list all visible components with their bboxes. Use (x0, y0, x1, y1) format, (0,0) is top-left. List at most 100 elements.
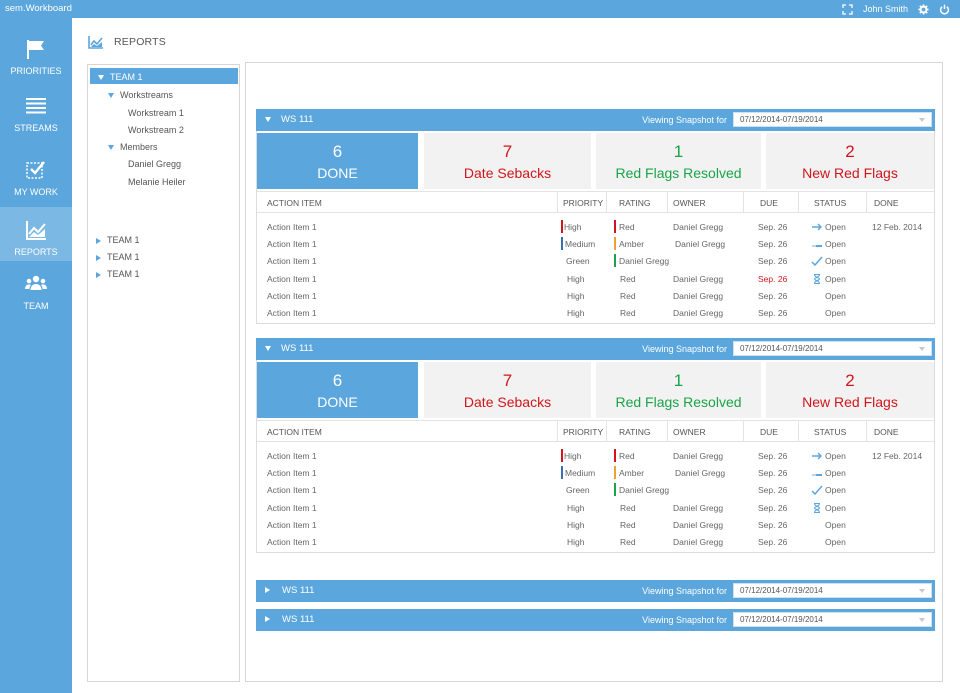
workstream-header[interactable]: WS 111 Viewing Snapshot for 07/12/2014-07/… (256, 580, 935, 602)
table-row[interactable]: Action Item 1 High Red Daniel Gregg Sep. 26 O… (257, 516, 934, 533)
workstream-name: WS 111 (282, 585, 315, 596)
rating-cell: Red (620, 502, 636, 513)
col-status[interactable]: STATUS (814, 198, 847, 208)
col-status[interactable]: STATUS (814, 427, 847, 437)
table-row[interactable]: Action Item 1 High Red Daniel Gregg Sep. 26 O… (257, 287, 934, 304)
table-row[interactable]: Action Item 1 Green Daniel Gregg Sep. 26 Ope… (257, 481, 934, 498)
status-cell: Open (825, 256, 846, 267)
priority-cell: Medium (565, 468, 596, 479)
rating-indicator (614, 254, 616, 268)
people-icon (25, 275, 47, 290)
due-cell: Sep. 26 (758, 485, 788, 496)
col-rating[interactable]: RATING (619, 427, 651, 437)
nav-priorities[interactable]: PRIORITIES (0, 26, 72, 80)
snapshot-select[interactable]: 07/12/2014-07/19/2014 (733, 341, 932, 356)
col-action-item[interactable]: ACTION ITEM (267, 198, 322, 208)
col-due[interactable]: DUE (760, 198, 778, 208)
status-cell: Open (825, 273, 846, 284)
page-header: REPORTS (88, 33, 166, 51)
stat-red-flags-resolved[interactable]: 1 Red Flags Resolved (596, 362, 761, 418)
nav-my-work[interactable]: MY WORK (0, 147, 72, 201)
stat-done[interactable]: 6 DONE (257, 133, 418, 189)
status-cell: Open (825, 537, 846, 547)
table-row[interactable]: Action Item 1 Green Daniel Gregg Sep. 26 Ope… (257, 252, 934, 269)
col-priority[interactable]: PRIORITY (563, 198, 604, 208)
table-header: ACTION ITEM PRIORITY RATING OWNER DUE STATUS D… (257, 420, 934, 442)
owner-cell: Daniel Gregg (675, 239, 726, 250)
chevron-down-icon (919, 118, 925, 122)
table-row[interactable]: Action Item 1 Medium Amber Daniel Gregg Sep.… (257, 464, 934, 481)
gear-icon[interactable] (918, 3, 929, 15)
status-cell: Open (825, 451, 846, 461)
action-item-cell: Action Item 1 (267, 308, 317, 318)
tree-item-workstreams[interactable]: Workstreams (108, 90, 173, 100)
col-due[interactable]: DUE (760, 427, 778, 437)
snapshot-label: Viewing Snapshot for (642, 115, 727, 125)
workstream-name: WS 111 (281, 343, 314, 354)
nav-reports[interactable]: REPORTS (0, 207, 72, 261)
col-priority[interactable]: PRIORITY (563, 427, 604, 437)
workstream-header[interactable]: WS 111 Viewing Snapshot for 07/12/2014-07/… (256, 609, 935, 631)
table-row[interactable]: Action Item 1 High Red Daniel Gregg Sep. 26 O… (257, 447, 934, 464)
col-done[interactable]: DONE (874, 427, 899, 437)
user-name[interactable]: John Smith (862, 4, 908, 14)
check-icon (811, 485, 823, 496)
status-cell: Open (825, 290, 846, 301)
tree-item-team[interactable]: TEAM 1 (96, 235, 140, 245)
column-divider (606, 421, 607, 442)
collapse-icon (96, 254, 101, 261)
status-cell: Open (825, 485, 846, 496)
tree-item-team-selected[interactable]: TEAM 1 (90, 68, 238, 84)
expand-icon (265, 116, 271, 122)
table-row[interactable]: Action Item 1 High Red Daniel Gregg Sep. 26 O… (257, 218, 934, 235)
workstream-body: 6 DONE 7 Date Sebacks 1 Red Flags Resolved 2 Ne… (256, 360, 935, 553)
col-owner[interactable]: OWNER (673, 427, 706, 437)
workstream-header[interactable]: WS 111 Viewing Snapshot for 07/12/2014-07/… (256, 338, 935, 360)
column-divider (667, 192, 668, 213)
col-action-item[interactable]: ACTION ITEM (267, 427, 322, 437)
workstream-title: WS 111 (265, 614, 314, 625)
tree-item-team[interactable]: TEAM 1 (96, 269, 140, 279)
stat-done[interactable]: 6 DONE (257, 362, 418, 418)
table-row[interactable]: Action Item 1 High Red Daniel Gregg Sep. 26 O… (257, 499, 934, 516)
snapshot-select[interactable]: 07/12/2014-07/19/2014 (733, 612, 932, 627)
snapshot-select[interactable]: 07/12/2014-07/19/2014 (733, 112, 932, 127)
status-cell: Open (825, 502, 846, 513)
tree-item-members[interactable]: Members (108, 142, 158, 152)
flag-icon (27, 40, 44, 59)
nav-team[interactable]: TEAM (0, 261, 72, 315)
stat-red-flags-resolved[interactable]: 1 Red Flags Resolved (596, 133, 761, 189)
col-done[interactable]: DONE (874, 198, 899, 208)
tree-item-team[interactable]: TEAM 1 (96, 252, 140, 262)
table-row[interactable]: Action Item 1 High Red Daniel Gregg Sep. 26 O… (257, 304, 934, 321)
fullscreen-icon[interactable] (842, 3, 853, 15)
left-nav: PRIORITIES STREAMS MY WORK REPORTS TE (0, 18, 72, 693)
priority-cell: Green (566, 485, 590, 496)
col-owner[interactable]: OWNER (673, 198, 706, 208)
table-row[interactable]: Action Item 1 High Red Daniel Gregg Sep. 26 O… (257, 270, 934, 287)
stat-label: Red Flags Resolved (615, 394, 742, 410)
nav-streams[interactable]: STREAMS (0, 83, 72, 137)
table-row[interactable]: Action Item 1 High Red Daniel Gregg Sep. 26 O… (257, 533, 934, 550)
due-cell: Sep. 26 (758, 222, 788, 232)
action-item-cell: Action Item 1 (267, 519, 317, 530)
tree-item-workstream[interactable]: Workstream 2 (128, 125, 184, 135)
column-divider (866, 421, 867, 442)
stat-date-setbacks[interactable]: 7 Date Sebacks (424, 362, 591, 418)
tree-item-member[interactable]: Melanie Heiler (128, 177, 186, 187)
owner-cell: Daniel Gregg (673, 273, 724, 284)
workstream-header[interactable]: WS 111 Viewing Snapshot for 07/12/2014-07/… (256, 109, 935, 131)
stat-new-red-flags[interactable]: 2 New Red Flags (766, 133, 934, 189)
column-divider (606, 192, 607, 213)
tree-item-workstream[interactable]: Workstream 1 (128, 108, 184, 118)
snapshot-select[interactable]: 07/12/2014-07/19/2014 (733, 583, 932, 598)
power-icon[interactable] (939, 4, 950, 15)
table-row[interactable]: Action Item 1 Medium Amber Daniel Gregg Sep.… (257, 235, 934, 252)
stat-new-red-flags[interactable]: 2 New Red Flags (766, 362, 934, 418)
stat-date-setbacks[interactable]: 7 Date Sebacks (424, 133, 591, 189)
col-rating[interactable]: RATING (619, 198, 651, 208)
tree-item-label: TEAM 1 (110, 72, 143, 82)
rating-indicator (614, 466, 616, 480)
tree-item-member[interactable]: Daniel Gregg (128, 159, 182, 169)
action-item-cell: Action Item 1 (267, 451, 317, 461)
